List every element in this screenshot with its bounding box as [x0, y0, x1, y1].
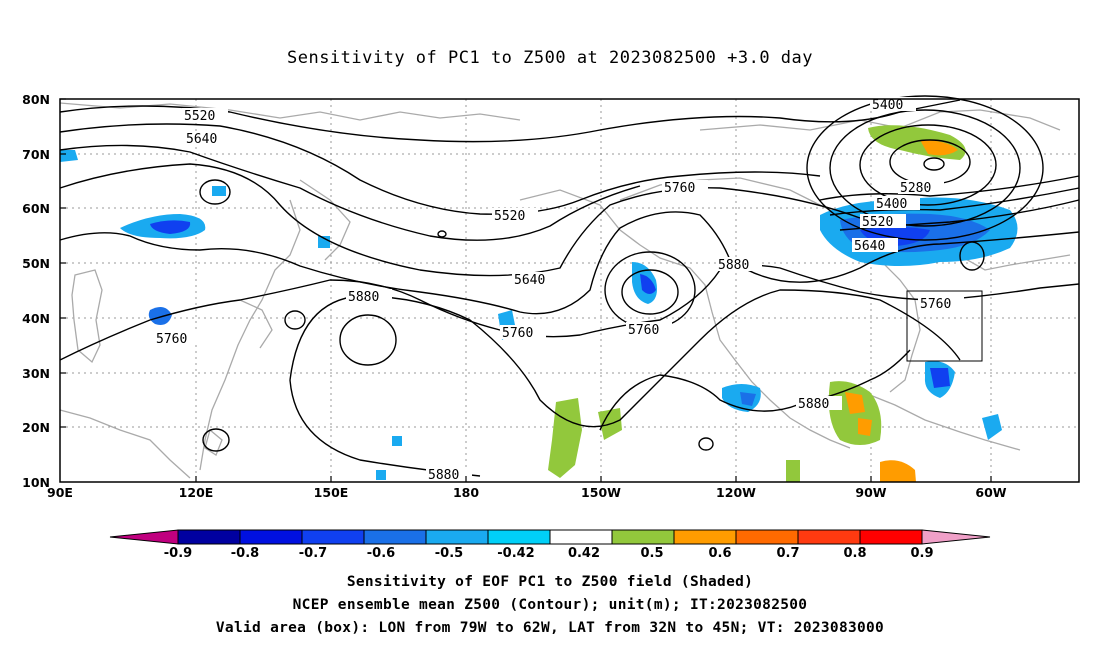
tick-marks — [60, 98, 992, 482]
plot-border — [59, 98, 1080, 483]
colorbar-label: -0.9 — [164, 546, 192, 561]
contour-label: 5280 — [900, 181, 931, 196]
latitude-labels: 80N 70N 60N 50N 40N 30N 20N 10N — [22, 92, 50, 490]
colorbar-segment — [363, 529, 427, 545]
colorbar-label: -0.5 — [435, 546, 463, 561]
colorbar-label: 0.42 — [568, 546, 600, 561]
colorbar-label: -0.8 — [231, 546, 259, 561]
colorbar-segment — [735, 529, 799, 545]
lat-label: 20N — [22, 420, 50, 435]
lat-label: 50N — [22, 256, 50, 271]
lon-label: 150W — [581, 485, 621, 500]
longitude-labels: 90E 120E 150E 180 150W 120W 90W 60W — [47, 485, 1007, 500]
colorbar-label: -0.7 — [299, 546, 327, 561]
contour-label: 5760 — [156, 332, 187, 347]
contour-label: 5640 — [854, 239, 885, 254]
contour-label: 5760 — [920, 297, 951, 312]
contour-label: 5760 — [628, 323, 659, 338]
colorbar-label: -0.42 — [497, 546, 534, 561]
colorbar-label: 0.7 — [776, 546, 799, 561]
footer-valid-area-caption: Valid area (box): LON from 79W to 62W, L… — [215, 620, 885, 636]
colorbar-segment — [549, 529, 613, 545]
lat-label: 60N — [22, 201, 50, 216]
contour-label: 5640 — [514, 273, 545, 288]
lat-label: 10N — [22, 475, 50, 490]
colorbar-segment — [487, 529, 551, 545]
lon-label: 90W — [855, 485, 886, 500]
lon-label: 60W — [975, 485, 1006, 500]
colorbar-segment — [673, 529, 737, 545]
colorbar-segment — [301, 529, 365, 545]
colorbar-label: -0.6 — [367, 546, 395, 561]
colorbar — [109, 529, 991, 545]
lon-label: 120E — [179, 485, 214, 500]
colorbar-label: 0.8 — [843, 546, 866, 561]
colorbar-segment — [177, 529, 241, 545]
footer-contour-caption: NCEP ensemble mean Z500 (Contour); unit(… — [292, 597, 808, 613]
contour-label: 5640 — [186, 132, 217, 147]
colorbar-segment — [797, 529, 861, 545]
z500-contours — [59, 95, 1080, 477]
contour-label: 5880 — [348, 290, 379, 305]
colorbar-left-triangle — [109, 529, 179, 545]
contour-label: 5880 — [428, 468, 459, 483]
footer-shading-caption: Sensitivity of EOF PC1 to Z500 field (Sh… — [346, 574, 754, 590]
lon-label: 180 — [453, 485, 479, 500]
colorbar-right-triangle — [921, 529, 991, 545]
lat-label: 40N — [22, 311, 50, 326]
contour-label: 5760 — [502, 326, 533, 341]
map-title: Sensitivity of PC1 to Z500 at 2023082500… — [286, 48, 813, 68]
lat-label: 80N — [22, 92, 50, 107]
contour-label: 5760 — [664, 181, 695, 196]
colorbar-segment — [239, 529, 303, 545]
colorbar-labels: -0.9 -0.8 -0.7 -0.6 -0.5 -0.42 0.42 0.5 … — [164, 546, 934, 561]
contour-label: 5400 — [872, 98, 903, 113]
colorbar-label: 0.6 — [708, 546, 731, 561]
colorbar-label: 0.5 — [640, 546, 663, 561]
colorbar-label: 0.9 — [910, 546, 933, 561]
colorbar-segment — [611, 529, 675, 545]
contour-label: 5520 — [184, 109, 215, 124]
contour-label: 5520 — [862, 215, 893, 230]
colorbar-segment — [859, 529, 923, 545]
lat-label: 70N — [22, 147, 50, 162]
valid-area-box — [906, 290, 983, 362]
contour-label: 5880 — [798, 397, 829, 412]
colorbar-segment — [425, 529, 489, 545]
lat-label: 30N — [22, 366, 50, 381]
contour-label: 5520 — [494, 209, 525, 224]
lon-label: 120W — [716, 485, 756, 500]
contour-label: 5880 — [718, 258, 749, 273]
contour-labels: 5520 5640 5520 5760 5400 5280 5400 5520 … — [154, 97, 964, 483]
lon-label: 150E — [314, 485, 349, 500]
contour-label: 5400 — [876, 197, 907, 212]
lon-label: 90E — [47, 485, 73, 500]
